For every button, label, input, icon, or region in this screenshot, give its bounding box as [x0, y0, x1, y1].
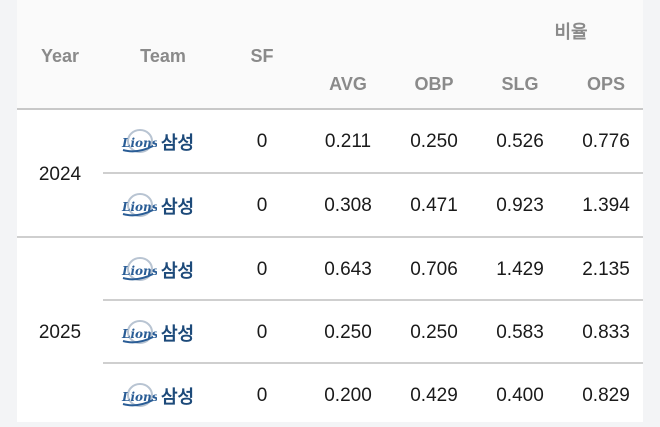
ops-cell: 0.776 — [582, 130, 630, 152]
svg-text:Lions: Lions — [121, 136, 157, 150]
column-header-obp[interactable]: OBP — [414, 74, 454, 94]
table-row: Lions 삼성 0 0.211 0.250 0.526 0.776 — [17, 110, 643, 173]
column-header-avg[interactable]: AVG — [329, 74, 367, 94]
obp-cell: 0.429 — [410, 384, 458, 406]
svg-text:Lions: Lions — [121, 390, 157, 404]
svg-text:Lions: Lions — [121, 327, 157, 341]
column-header-team[interactable]: Team — [140, 46, 186, 66]
svg-text:Lions: Lions — [121, 264, 157, 278]
team-name: 삼성 — [161, 323, 195, 345]
row-divider — [103, 172, 643, 174]
year-cell: 2025 — [38, 322, 82, 343]
avg-cell: 0.250 — [324, 321, 372, 343]
svg-text:Lions: Lions — [121, 200, 157, 214]
table-row: Lions 삼성 0 0.200 0.429 0.400 0.829 — [17, 364, 643, 427]
team-name: 삼성 — [161, 132, 195, 154]
column-header-sf[interactable]: SF — [250, 46, 274, 66]
team-name: 삼성 — [161, 386, 195, 408]
slg-cell: 1.429 — [496, 258, 544, 280]
stats-table: Year Team SF 비율 AVG OBP SLG OPS 2024 202… — [17, 0, 643, 422]
ops-cell: 2.135 — [582, 258, 630, 280]
sf-cell: 0 — [256, 130, 268, 152]
slg-cell: 0.400 — [496, 384, 544, 406]
avg-cell: 0.308 — [324, 194, 372, 216]
table-row: Lions 삼성 0 0.643 0.706 1.429 2.135 — [17, 238, 643, 301]
sf-cell: 0 — [256, 321, 268, 343]
group-divider — [17, 236, 643, 238]
slg-cell: 0.583 — [496, 321, 544, 343]
avg-cell: 0.200 — [324, 384, 372, 406]
column-header-slg[interactable]: SLG — [501, 74, 539, 94]
lions-logo-icon: Lions — [119, 192, 159, 220]
team-name: 삼성 — [161, 196, 195, 218]
ops-cell: 1.394 — [582, 194, 630, 216]
sf-cell: 0 — [256, 194, 268, 216]
sf-cell: 0 — [256, 384, 268, 406]
ops-cell: 0.829 — [582, 384, 630, 406]
column-group-ratio: 비율 — [554, 22, 588, 42]
table-header: Year Team SF 비율 AVG OBP SLG OPS — [17, 0, 643, 110]
table-row: Lions 삼성 0 0.250 0.250 0.583 0.833 — [17, 301, 643, 364]
obp-cell: 0.706 — [410, 258, 458, 280]
lions-logo-icon: Lions — [119, 319, 159, 347]
obp-cell: 0.250 — [410, 321, 458, 343]
row-divider — [103, 299, 643, 301]
lions-logo-icon: Lions — [119, 128, 159, 156]
row-divider — [103, 362, 643, 364]
lions-logo-icon: Lions — [119, 382, 159, 410]
sf-cell: 0 — [256, 258, 268, 280]
team-cell[interactable]: Lions 삼성 — [119, 256, 194, 284]
column-header-ops[interactable]: OPS — [586, 74, 626, 94]
team-cell[interactable]: Lions 삼성 — [119, 319, 194, 347]
year-cell: 2024 — [38, 164, 82, 185]
slg-cell: 0.526 — [496, 130, 544, 152]
avg-cell: 0.211 — [324, 130, 372, 152]
team-cell[interactable]: Lions 삼성 — [119, 192, 194, 220]
obp-cell: 0.250 — [410, 130, 458, 152]
slg-cell: 0.923 — [496, 194, 544, 216]
column-header-year[interactable]: Year — [40, 46, 80, 66]
ops-cell: 0.833 — [582, 321, 630, 343]
obp-cell: 0.471 — [410, 194, 458, 216]
avg-cell: 0.643 — [324, 258, 372, 280]
lions-logo-icon: Lions — [119, 256, 159, 284]
table-row: Lions 삼성 0 0.308 0.471 0.923 1.394 — [17, 174, 643, 237]
team-cell[interactable]: Lions 삼성 — [119, 382, 194, 410]
team-name: 삼성 — [161, 260, 195, 282]
team-cell[interactable]: Lions 삼성 — [119, 128, 194, 156]
